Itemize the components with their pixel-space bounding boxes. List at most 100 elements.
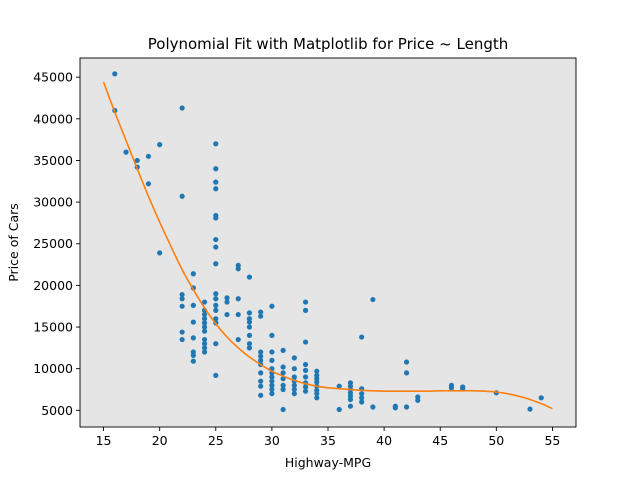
data-point — [201, 345, 208, 351]
data-point — [201, 341, 208, 347]
data-point — [302, 299, 309, 305]
data-point — [190, 352, 196, 358]
data-point — [201, 311, 208, 318]
x-tick-label: 40 — [376, 433, 392, 448]
data-point — [246, 341, 253, 347]
data-point — [258, 313, 264, 319]
data-point — [145, 153, 152, 159]
x-tick-label: 50 — [488, 433, 504, 448]
data-point — [112, 71, 118, 77]
data-point — [224, 299, 230, 305]
data-point — [235, 266, 241, 272]
data-point — [269, 386, 275, 393]
plot-area — [80, 58, 576, 427]
data-point — [201, 320, 208, 326]
data-point — [370, 296, 376, 303]
data-point — [224, 311, 230, 318]
data-point — [280, 370, 286, 376]
data-point — [213, 316, 219, 322]
scatter-points — [112, 71, 544, 413]
data-point — [280, 364, 286, 370]
data-point — [123, 149, 129, 155]
data-point — [302, 339, 309, 345]
data-point — [213, 372, 219, 378]
data-point — [258, 370, 264, 376]
y-tick-label: 45000 — [33, 70, 73, 85]
y-tick-label: 10000 — [33, 361, 73, 376]
fit-curve — [102, 81, 553, 410]
data-point — [179, 291, 185, 298]
x-tick-label: 55 — [544, 433, 560, 448]
x-tick-label: 15 — [96, 433, 112, 448]
data-point — [302, 388, 309, 394]
data-point — [415, 397, 421, 403]
chart-title: Polynomial Fit with Matplotlib for Price… — [148, 35, 508, 53]
data-point — [336, 383, 342, 389]
data-point — [201, 299, 208, 305]
data-point — [190, 358, 196, 364]
data-point — [258, 378, 264, 384]
data-point — [258, 392, 264, 398]
data-point — [359, 395, 365, 401]
data-point — [269, 382, 275, 388]
data-point — [269, 374, 275, 380]
data-point — [269, 349, 275, 355]
data-point — [213, 236, 219, 243]
data-point — [213, 341, 219, 347]
data-point — [448, 385, 455, 391]
x-tick-label: 30 — [264, 433, 280, 448]
data-point — [190, 302, 196, 308]
data-point — [291, 386, 297, 393]
data-point — [201, 328, 208, 334]
data-point — [246, 319, 253, 325]
data-point — [213, 244, 219, 250]
y-tick-label: 30000 — [33, 195, 73, 210]
data-point — [213, 179, 219, 185]
data-point — [291, 355, 297, 361]
y-tick-label: 25000 — [33, 236, 73, 251]
y-tick-label: 20000 — [33, 278, 73, 293]
data-point — [269, 303, 275, 309]
data-point — [224, 295, 230, 301]
data-point — [392, 405, 398, 411]
data-point — [280, 347, 286, 353]
data-point — [269, 378, 275, 384]
data-point — [190, 271, 196, 277]
data-point — [213, 296, 219, 302]
data-point — [291, 391, 297, 397]
data-point — [302, 384, 309, 390]
data-point — [246, 332, 253, 338]
data-point — [302, 367, 309, 373]
data-point — [314, 379, 320, 385]
data-point — [190, 319, 196, 325]
data-point — [258, 309, 264, 315]
data-point — [201, 324, 208, 330]
data-point — [269, 332, 275, 338]
data-point — [246, 310, 253, 316]
data-point — [302, 374, 309, 380]
data-point — [213, 261, 219, 267]
data-point — [258, 383, 264, 389]
data-point — [201, 336, 208, 343]
data-point — [359, 391, 365, 397]
data-point — [213, 307, 219, 313]
data-point — [235, 296, 241, 302]
data-point — [347, 403, 354, 409]
data-point — [179, 193, 185, 199]
data-point — [291, 366, 297, 372]
data-point — [179, 336, 185, 343]
data-point — [179, 296, 185, 302]
data-point — [359, 399, 365, 405]
data-point — [302, 307, 309, 313]
data-point — [246, 274, 253, 280]
data-point — [213, 291, 219, 297]
data-point — [179, 105, 185, 111]
data-point — [258, 349, 264, 355]
plot-frame — [79, 57, 577, 428]
data-point — [359, 334, 365, 340]
y-tick-label: 35000 — [33, 153, 73, 168]
data-point — [246, 324, 253, 330]
data-point — [134, 157, 140, 164]
data-point — [302, 361, 309, 368]
